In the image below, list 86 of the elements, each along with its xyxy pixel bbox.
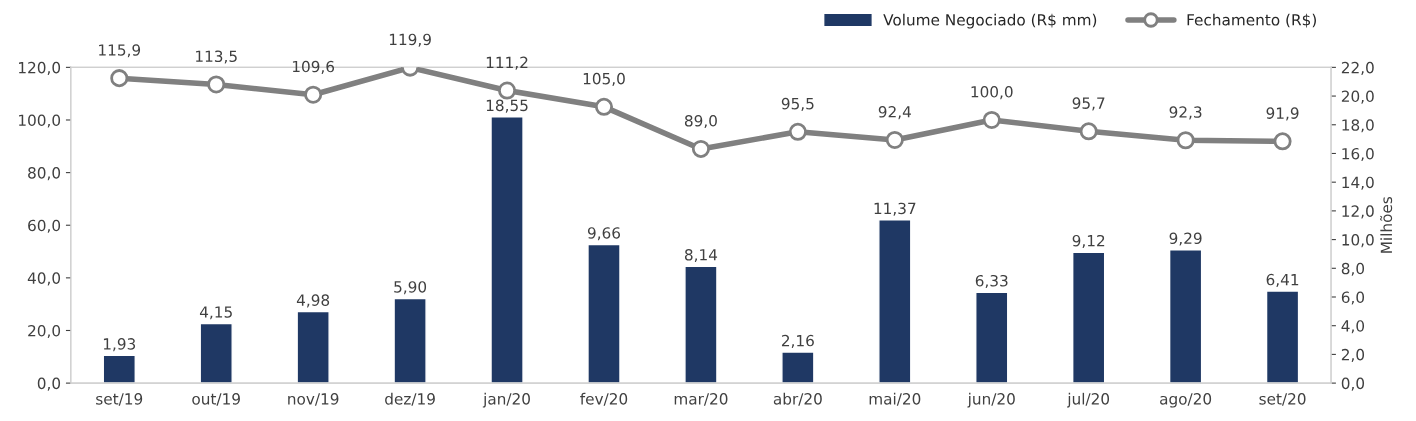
- x-tick-label: ago/20: [1160, 393, 1212, 408]
- point: [1176, 131, 1195, 150]
- x-tick-label: mar/20: [674, 393, 728, 406]
- data-label: 100,0: [971, 86, 1013, 100]
- y-tick-label: 80,0: [28, 167, 61, 181]
- y2-tick-label: 8,0: [1341, 262, 1365, 276]
- data-label: 92,3: [1169, 106, 1202, 120]
- y-tick-label: 120,0: [19, 61, 61, 75]
- bar: [975, 291, 1009, 384]
- point: [1273, 132, 1292, 151]
- bar: [781, 351, 815, 384]
- data-label: 95,7: [1072, 97, 1105, 111]
- point: [1079, 122, 1098, 141]
- point: [788, 122, 807, 141]
- x-tick-label: mai/20: [869, 392, 921, 406]
- data-label: 119,9: [389, 33, 431, 47]
- y2-tick-label: 12,0: [1342, 205, 1374, 219]
- data-label: 89,0: [684, 114, 717, 129]
- y-tick-label: 60,0: [28, 219, 61, 233]
- data-label: 109,6: [292, 60, 335, 74]
- bar: [1071, 251, 1106, 384]
- y2-tick-label: 16,0: [1342, 147, 1374, 162]
- point: [304, 85, 323, 104]
- y-tick-label: 20,0: [28, 324, 61, 339]
- point: [594, 97, 614, 116]
- data-label: 9,12: [1072, 234, 1105, 249]
- point: [982, 110, 1001, 130]
- point: [691, 139, 710, 158]
- data-label: 95,5: [781, 97, 814, 111]
- data-label: 115,9: [99, 44, 141, 58]
- bar: [684, 265, 718, 384]
- data-label: 1,93: [103, 338, 136, 352]
- point: [110, 69, 129, 88]
- x-tick-label: dez/19: [385, 392, 435, 406]
- y2-tick-label: 6,0: [1341, 291, 1365, 305]
- bar: [878, 219, 912, 384]
- legend-label: Fechamento (R$): [1187, 13, 1316, 28]
- data-label: 113,5: [196, 50, 237, 64]
- point: [207, 75, 226, 94]
- bar: [102, 354, 136, 384]
- y-tick-label: 0,0: [37, 377, 61, 391]
- y2-tick-label: 0,0: [1341, 377, 1365, 391]
- data-label: 5,90: [394, 281, 427, 295]
- x-tick-label: set/20: [1259, 393, 1306, 406]
- data-label: 6,41: [1266, 273, 1299, 287]
- data-label: 105,0: [583, 72, 625, 86]
- y-tick-label: 100,0: [19, 114, 61, 128]
- bar: [1265, 290, 1300, 384]
- data-label: 6,33: [975, 274, 1008, 289]
- data-label: 11,37: [874, 202, 916, 216]
- y2-tick-label: 4,0: [1341, 320, 1365, 334]
- point: [498, 81, 517, 100]
- data-label: 4,15: [199, 306, 232, 320]
- data-label: 9,66: [587, 227, 621, 241]
- legend-label: Volume Negociado (R$ mm): [883, 13, 1097, 29]
- data-label: 18,55: [486, 99, 528, 113]
- point: [885, 130, 904, 150]
- y2-tick-label: 20,0: [1341, 90, 1374, 104]
- bar: [587, 243, 621, 384]
- x-tick-label: nov/19: [288, 393, 339, 406]
- bar: [490, 116, 524, 384]
- x-tick-label: set/19: [96, 393, 143, 406]
- y2-tick-label: 14,0: [1342, 176, 1374, 190]
- bar: [1168, 249, 1203, 384]
- data-label: 4,98: [296, 294, 330, 308]
- bar: [199, 322, 233, 384]
- x-tick-label: jul/20: [1067, 392, 1110, 408]
- bar: [393, 297, 427, 384]
- data-label: 91,9: [1266, 107, 1299, 121]
- y2-tick-label: 2,0: [1341, 348, 1365, 362]
- x-tick-label: jun/20: [967, 392, 1015, 408]
- x-tick-label: jan/20: [482, 392, 530, 408]
- x-tick-label: abr/20: [773, 392, 822, 406]
- bar: [296, 310, 330, 384]
- y2-tick-label: 10,0: [1342, 234, 1374, 248]
- data-label: 92,4: [878, 106, 911, 120]
- y2-axis-title: Milhões: [1380, 196, 1393, 253]
- data-label: 111,2: [486, 56, 528, 70]
- y2-tick-label: 22,0: [1341, 61, 1374, 75]
- y2-tick-label: 18,0: [1342, 119, 1374, 133]
- x-tick-label: fev/20: [580, 392, 628, 406]
- data-label: 2,16: [781, 334, 814, 348]
- x-tick-label: out/19: [192, 393, 240, 406]
- data-label: 8,14: [684, 248, 718, 263]
- y-tick-label: 40,0: [27, 272, 61, 286]
- data-label: 9,29: [1169, 232, 1202, 246]
